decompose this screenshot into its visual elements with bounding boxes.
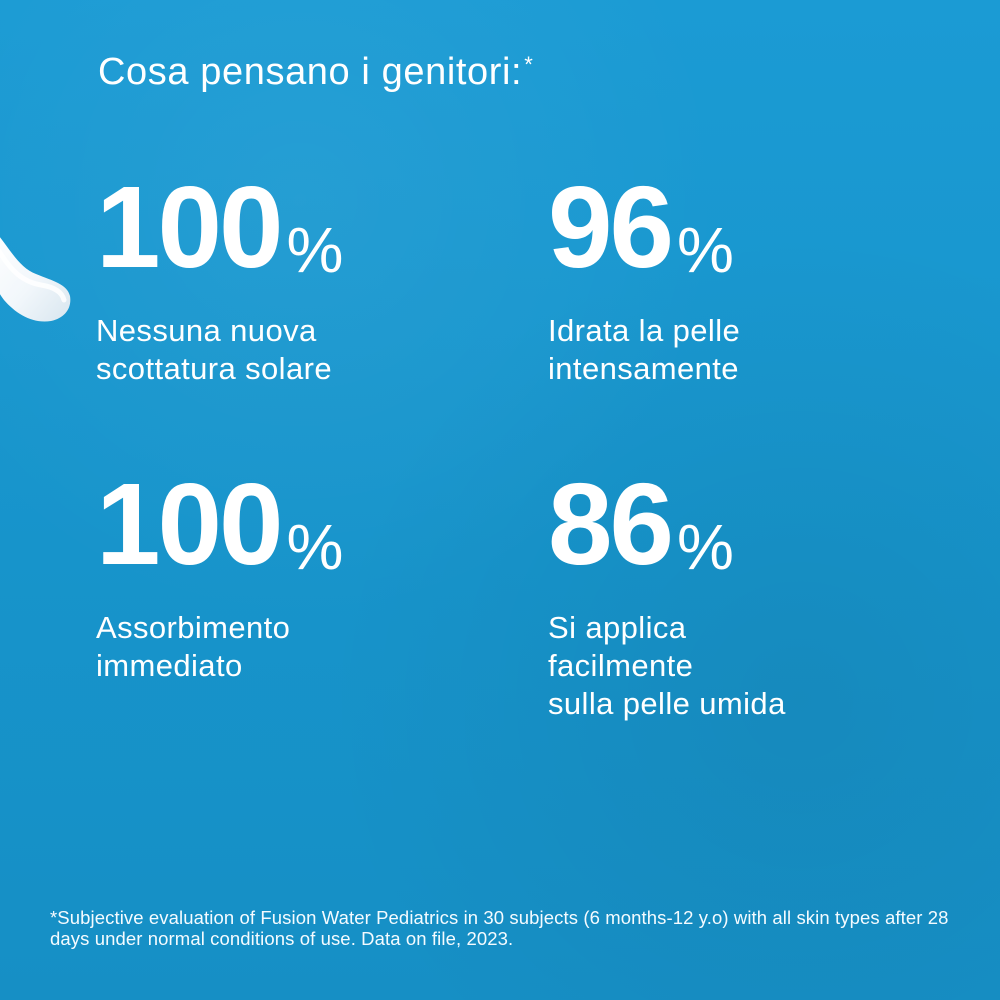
stat-number: 96: [548, 162, 674, 293]
stat-value: 100 %: [96, 459, 343, 590]
cream-drop-illustration: [0, 237, 71, 322]
footnote: *Subjective evaluation of Fusion Water P…: [50, 907, 949, 949]
stat-number: 100: [96, 162, 284, 293]
stat-description: Idrata la pelle intensamente: [548, 313, 741, 387]
stat-number: 100: [96, 459, 284, 590]
stat-percent: %: [677, 214, 734, 286]
stat-number: 86: [548, 459, 674, 590]
stat-percent: %: [286, 214, 344, 286]
stat-value: 100 %: [96, 162, 343, 293]
footnote-marker: *: [524, 52, 534, 77]
page-title-text: Cosa pensano i genitori:: [98, 51, 523, 93]
stat-easy-application: 86 % Si applica facilmente sulla pelle u…: [548, 459, 786, 723]
stat-description: Nessuna nuova scottatura solare: [96, 313, 332, 387]
stat-percent: %: [286, 511, 344, 583]
stat-hydration: 96 % Idrata la pelle intensamente: [548, 162, 741, 388]
stat-immediate-absorption: 100 % Assorbimento immediato: [96, 459, 343, 685]
stat-value: 86 %: [548, 459, 786, 590]
stat-description: Si applica facilmente sulla pelle umida: [548, 610, 786, 722]
stat-no-new-sunburn: 100 % Nessuna nuova scottatura solare: [96, 162, 343, 388]
stat-percent: %: [677, 511, 734, 583]
stat-description: Assorbimento immediato: [96, 610, 291, 684]
stat-value: 96 %: [548, 162, 740, 293]
page-title: Cosa pensano i genitori:*: [98, 50, 533, 96]
